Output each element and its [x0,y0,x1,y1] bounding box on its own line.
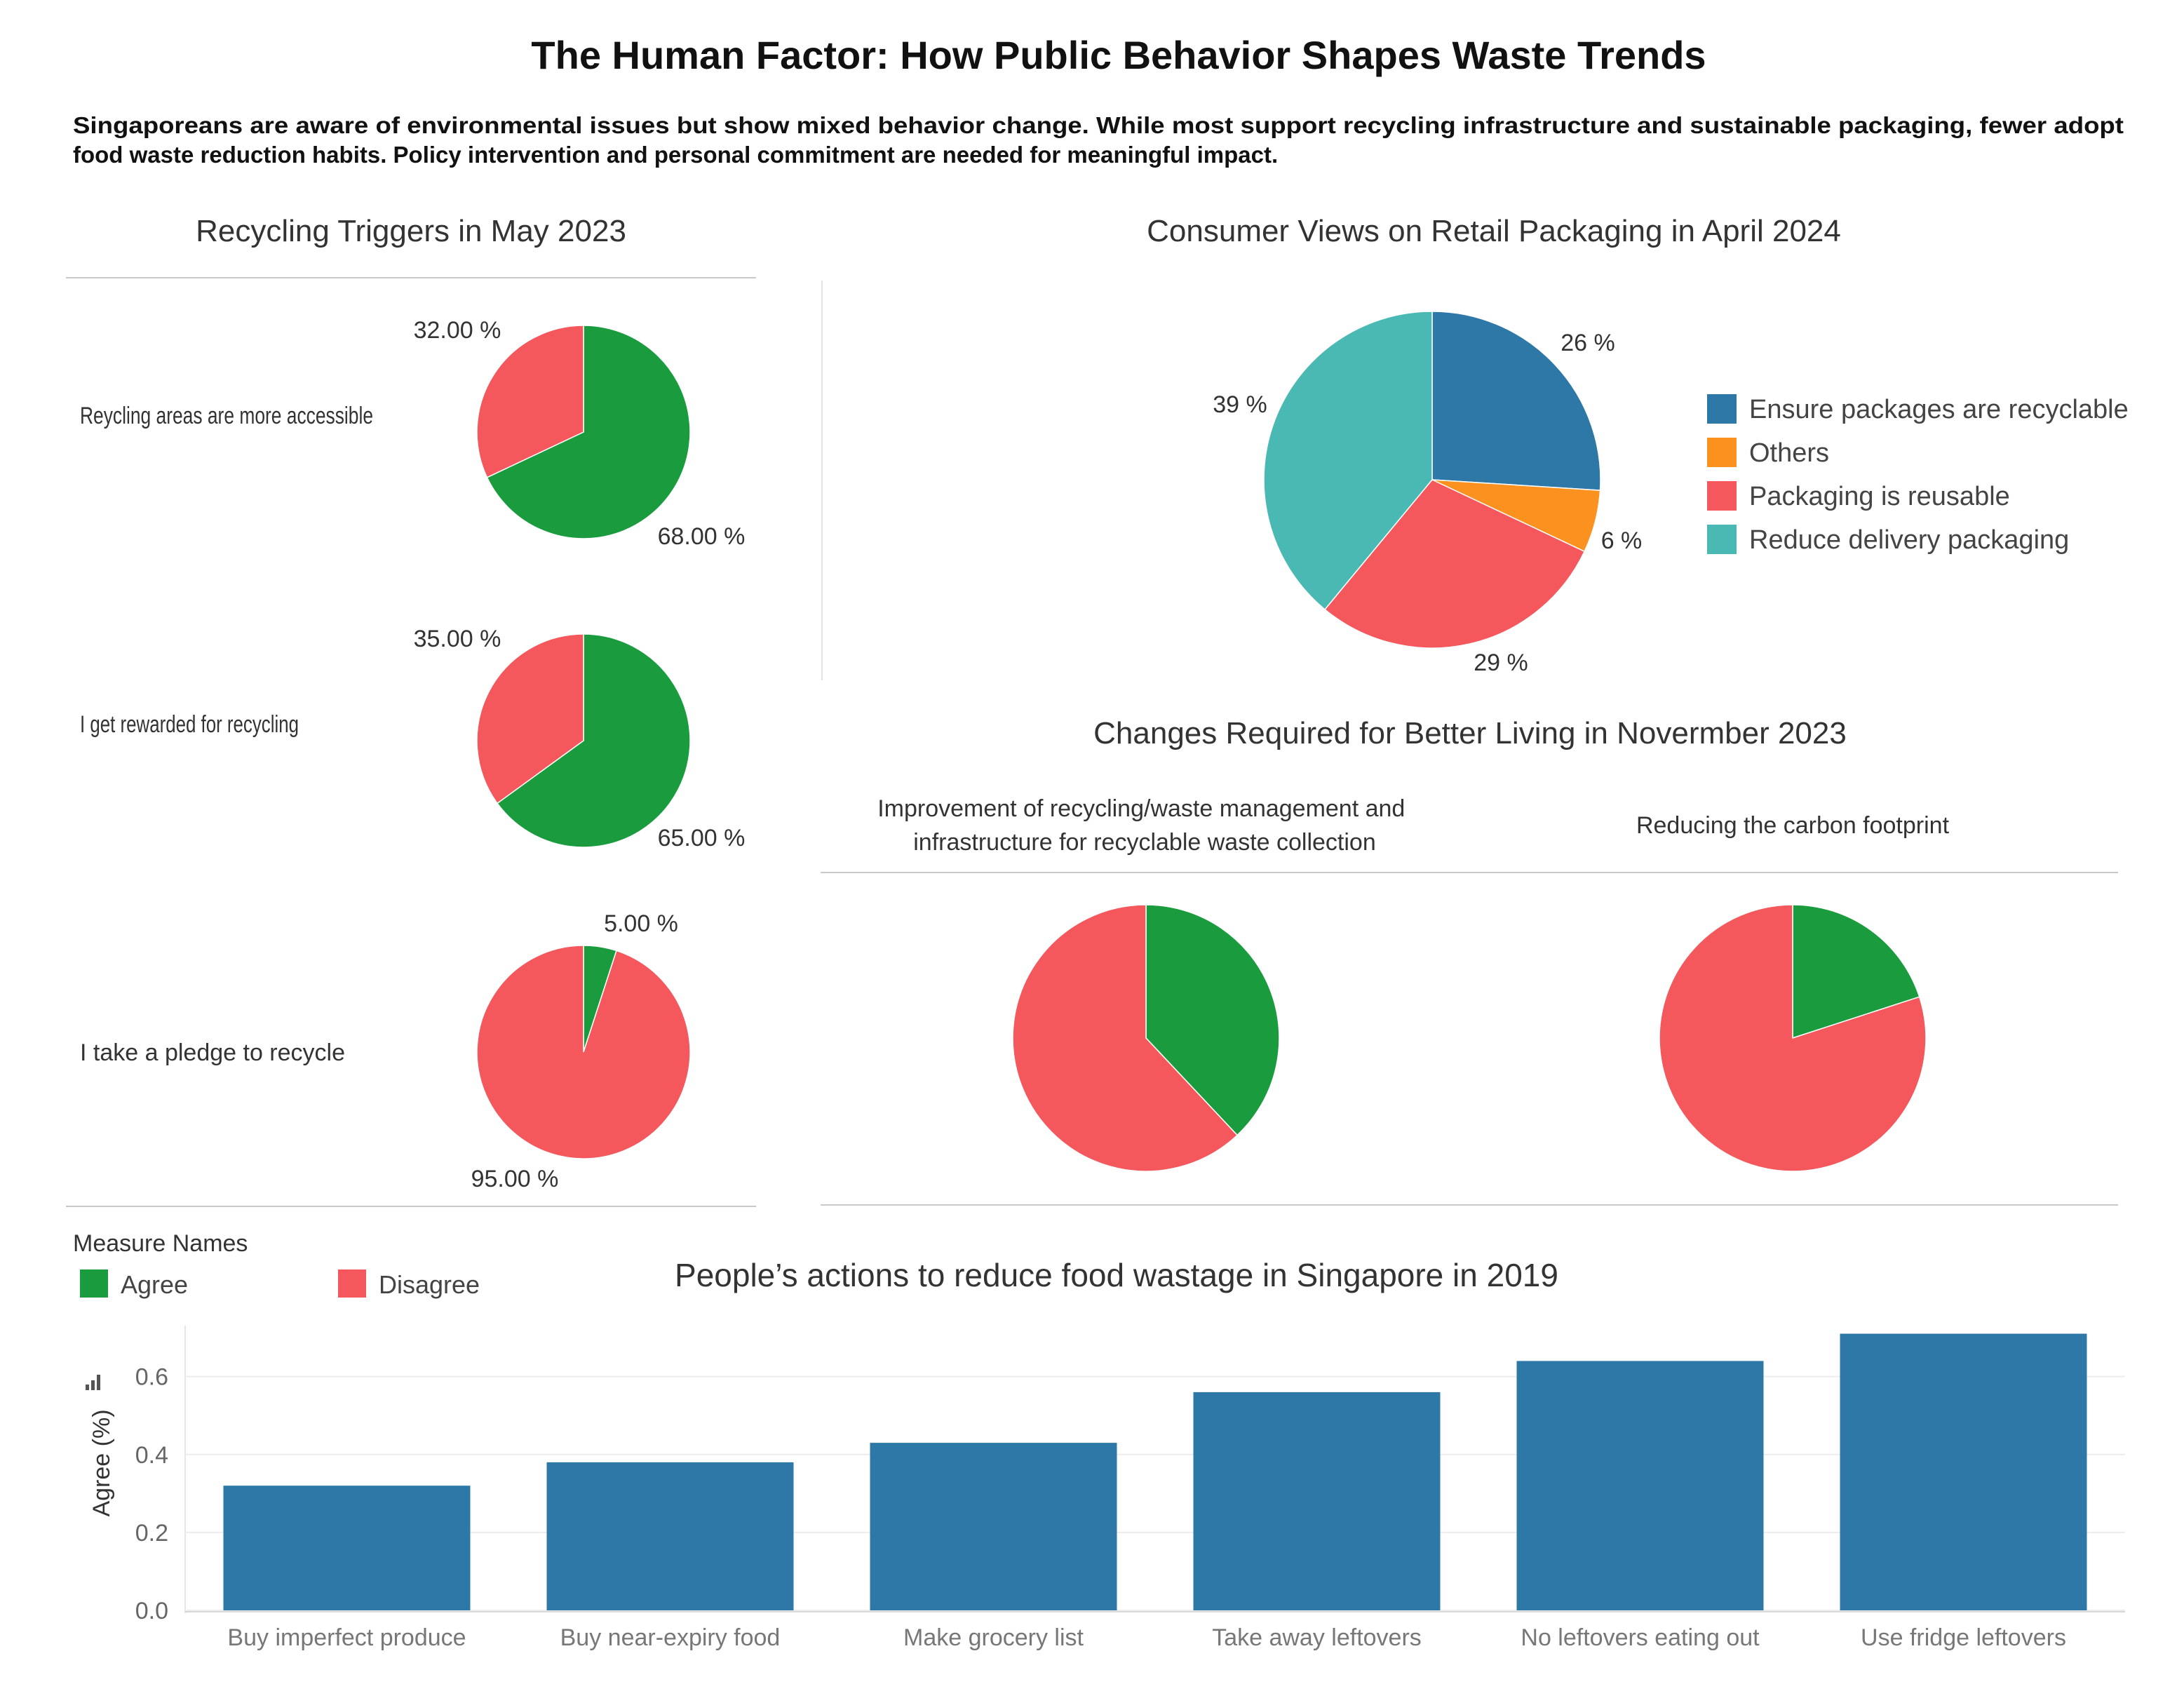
trigger-label-accessible: Reycling areas are more accessible [80,403,373,429]
trigger-row-pledge: I take a pledge to recycle 5.00 % 95.00 … [80,910,691,1192]
changes-label-improvement: Improvement of recycling/waste managemen… [877,795,1412,856]
legend-swatch-reusable [1707,481,1737,511]
trigger-pie-rewarded [476,633,691,848]
bar-chart-y-ticks: 0.0 0.2 0.4 0.6 [135,1364,168,1624]
changes-required-panel: Changes Required for Better Living in No… [821,716,2118,1206]
dashboard-title: The Human Factor: How Public Behavior Sh… [531,33,1706,77]
bar-chart-gridlines [185,1375,2125,1611]
consumer-slice-reusable[interactable] [1323,479,1586,649]
trigger-disagree-slice-accessible[interactable] [476,325,584,478]
dashboard-description-line1: Singaporeans are aware of environmental … [73,112,2124,138]
trigger-pie-pledge [476,945,691,1159]
changes-agree-slice-improvement[interactable] [1145,904,1280,1136]
sort-icon-bar-1 [86,1385,89,1390]
bar-chart-y-axis-label: Agree (%) [88,1409,115,1516]
changes-disagree-slice-improvement[interactable] [1012,904,1239,1172]
bar-x-label: Buy near-expiry food [560,1624,781,1651]
trigger-disagree-value-rewarded: 35.00 % [414,626,501,652]
legend-label-disagree: Disagree [379,1270,480,1299]
food-wastage-bar-chart: People’s actions to reduce food wastage … [86,1257,2125,1651]
bar-chart-x-labels: Buy imperfect produce Buy near-expiry foo… [227,1624,2066,1651]
changes-label-improvement-line1: Improvement of recycling/waste managemen… [877,795,1405,822]
trigger-disagree-value-pledge: 95.00 % [471,1166,559,1192]
trigger-disagree-slice-pledge[interactable] [476,945,691,1159]
measure-names-legend-title: Measure Names [73,1230,248,1257]
legend-swatch-reduce-delivery [1707,525,1737,554]
trigger-row-rewarded: I get rewarded for recycling 35.00 % 65.… [80,626,745,851]
trigger-agree-value-pledge: 5.00 % [604,910,678,937]
recycling-triggers-title: Recycling Triggers in May 2023 [196,214,626,248]
food-wastage-title: People’s actions to reduce food wastage … [675,1257,1558,1293]
trigger-row-accessible: Reycling areas are more accessible 32.00… [80,317,745,550]
changes-label-carbon: Reducing the carbon footprint [1636,812,1950,839]
trigger-label-accessible-line1: Reycling areas are more accessible [80,403,373,429]
consumer-slice-value-others: 6 % [1601,527,1643,554]
sort-icon-bar-3 [97,1375,100,1390]
measure-names-legend: Measure Names Agree Disagree [73,1230,480,1299]
bar-x-label: Take away leftovers [1212,1624,1422,1651]
legend-swatch-disagree [338,1269,366,1298]
bar-no-leftovers-eating-out[interactable] [1516,1361,1764,1610]
consumer-slice-value-reusable: 29 % [1474,649,1528,676]
changes-label-improvement-line2: infrastructure for recyclable waste coll… [913,829,1376,856]
trigger-agree-slice-rewarded[interactable] [496,633,691,848]
changes-required-title: Changes Required for Better Living in No… [1093,716,1847,750]
legend-label-reduce-delivery: Reduce delivery packaging [1749,525,2069,555]
bar-x-label: Buy imperfect produce [227,1624,466,1651]
consumer-slice-value-reduce-delivery: 39 % [1213,391,1267,418]
trigger-pie-accessible [476,325,691,539]
consumer-views-panel: Consumer Views on Retail Packaging in Ap… [1147,214,2129,676]
consumer-slice-reduce-delivery[interactable] [1263,311,1433,610]
consumer-slice-value-ensure-recyclable: 26 % [1561,330,1615,356]
bar-chart-bars [223,1333,2087,1610]
trigger-label-rewarded-line1: I get rewarded for recycling [80,711,299,738]
sort-icon[interactable] [86,1375,100,1390]
trigger-agree-value-rewarded: 65.00 % [658,825,746,851]
trigger-disagree-slice-rewarded[interactable] [476,633,584,804]
bar-use-fridge-leftovers[interactable] [1840,1333,2087,1610]
consumer-views-title: Consumer Views on Retail Packaging in Ap… [1147,214,1841,248]
legend-swatch-ensure-recyclable [1707,394,1737,424]
trigger-disagree-value-accessible: 32.00 % [414,317,501,344]
legend-swatch-others [1707,438,1737,467]
legend-label-others: Others [1749,438,1829,468]
changes-pie-improvement [1012,904,1280,1172]
bar-y-tick-label: 0.4 [135,1442,168,1469]
consumer-legend: Ensure packages are recyclable Others Pa… [1707,394,2129,555]
dashboard-description-line2: food waste reduction habits. Policy inte… [73,142,1278,168]
bar-x-label: Use fridge leftovers [1861,1624,2066,1651]
bar-take-away-leftovers[interactable] [1193,1392,1441,1610]
legend-label-agree: Agree [121,1270,188,1299]
consumer-slice-ensure-recyclable[interactable] [1431,311,1601,491]
changes-disagree-slice-carbon[interactable] [1659,904,1927,1172]
trigger-agree-value-accessible: 68.00 % [658,523,746,550]
legend-label-reusable: Packaging is reusable [1749,482,2010,511]
sort-icon-bar-2 [91,1380,95,1390]
bar-buy-imperfect-produce[interactable] [223,1486,471,1610]
changes-pie-carbon [1659,904,1927,1172]
bar-buy-near-expiry-food[interactable] [546,1462,794,1610]
trigger-agree-slice-accessible[interactable] [486,325,691,539]
consumer-views-pie [1263,311,1601,649]
legend-swatch-agree [80,1269,108,1298]
changes-agree-slice-carbon[interactable] [1792,904,1920,1039]
bar-y-tick-label: 0.0 [135,1598,168,1624]
bar-x-label: Make grocery list [903,1624,1084,1651]
trigger-label-rewarded: I get rewarded for recycling [80,711,299,738]
bar-y-tick-label: 0.6 [135,1364,168,1391]
recycling-triggers-panel: Recycling Triggers in May 2023 Reycling … [66,214,756,1207]
bar-y-tick-label: 0.2 [135,1520,168,1547]
legend-label-ensure-recyclable: Ensure packages are recyclable [1749,395,2129,424]
bar-make-grocery-list[interactable] [870,1443,1117,1610]
trigger-label-pledge: I take a pledge to recycle [80,1039,345,1066]
bar-x-label: No leftovers eating out [1521,1624,1760,1651]
